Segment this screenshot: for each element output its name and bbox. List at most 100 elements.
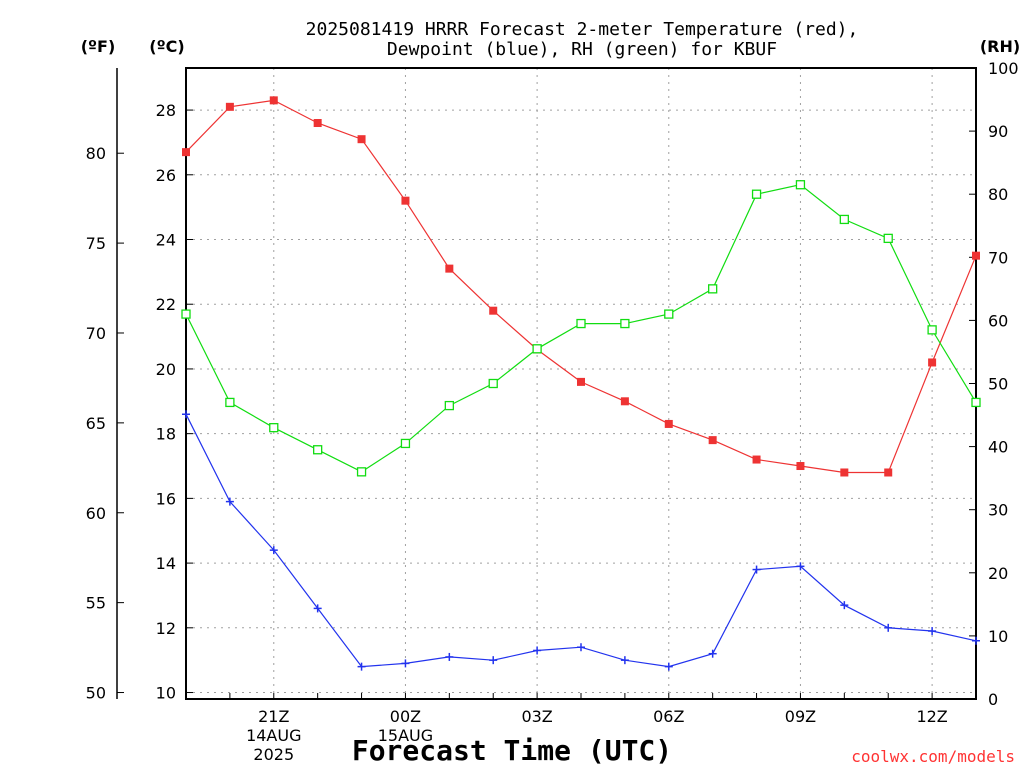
rh-point [488, 378, 498, 389]
x-tick-label: 21Z [258, 707, 289, 726]
dewpoint-point [357, 662, 366, 671]
rh-point [664, 309, 674, 319]
rh-point [444, 400, 454, 411]
temperature-point [840, 468, 849, 477]
rh-point [620, 318, 630, 329]
temperature-point [269, 96, 278, 105]
x-tick-label: 06Z [653, 707, 684, 726]
celsius-tick-label: 12 [156, 619, 176, 638]
dewpoint-point [972, 636, 980, 645]
rh-point [971, 397, 981, 408]
rh-tick-label: 0 [988, 690, 998, 709]
rh-point [708, 284, 718, 294]
dewpoint-point [225, 497, 234, 506]
dewpoint-point [840, 601, 849, 610]
rh-point [532, 344, 542, 354]
fahrenheit-tick-label: 65 [86, 414, 106, 433]
rh-tick-label: 100 [988, 59, 1019, 78]
temperature-point [577, 377, 585, 386]
celsius-tick-label: 24 [156, 231, 176, 250]
temperature-point [182, 148, 190, 157]
celsius-tick-label: 20 [156, 360, 176, 379]
temperature-line [185, 99, 977, 474]
dewpoint-point [752, 565, 761, 574]
fahrenheit-tick-label: 60 [86, 504, 106, 523]
rh-point [181, 309, 191, 319]
rh-tick-label: 80 [988, 185, 1008, 204]
fahrenheit-tick-label: 55 [86, 594, 106, 613]
temperature-point [445, 264, 454, 273]
tick-labels: 10 12 14 16 18 20 22 24 26 28 50 55 60 65 70 75 80 0 10 20 3… [86, 59, 1019, 764]
dewpoint-point [664, 662, 673, 671]
credit-text: coolwx.com/models [851, 747, 1015, 766]
rh-tick-label: 30 [988, 501, 1008, 520]
rh-point [225, 397, 235, 408]
grid-lines [186, 68, 976, 699]
celsius-tick-label: 22 [156, 295, 176, 314]
x-tick-label: 14AUG [246, 726, 301, 745]
rh-point [576, 318, 586, 329]
rh-tick-label: 70 [988, 248, 1008, 267]
fahrenheit-unit-label: (ºF) [81, 37, 116, 56]
temperature-point [752, 455, 761, 464]
temperature-point [972, 251, 980, 260]
data-series [181, 96, 981, 671]
dewpoint-point [313, 604, 322, 613]
rh-point [400, 438, 411, 449]
celsius-unit-label: (ºC) [149, 37, 184, 56]
celsius-tick-label: 14 [156, 554, 176, 573]
dewpoint-point [928, 627, 937, 636]
dewpoint-point [620, 656, 629, 665]
celsius-tick-label: 28 [156, 101, 176, 120]
rh-point [883, 233, 893, 244]
temperature-point [664, 419, 673, 428]
dewpoint-point [708, 649, 717, 658]
fahrenheit-tick-label: 75 [86, 234, 106, 253]
rh-line [185, 184, 977, 473]
rh-point [269, 423, 279, 433]
rh-point [313, 445, 323, 455]
rh-unit-label: (RH) [980, 37, 1020, 56]
x-tick-label: 09Z [785, 707, 816, 726]
temperature-point [708, 436, 717, 445]
axes [116, 67, 977, 700]
temperature-point [796, 462, 805, 471]
x-tick-label: 00Z [390, 707, 421, 726]
rh-point [356, 467, 367, 477]
fahrenheit-tick-label: 70 [86, 324, 106, 343]
rh-point [839, 214, 849, 225]
celsius-tick-label: 10 [156, 684, 176, 703]
rh-tick-label: 50 [988, 375, 1008, 394]
temperature-point [620, 397, 629, 406]
temperature-point [357, 135, 366, 144]
fahrenheit-tick-label: 50 [86, 684, 106, 703]
temperature-point [225, 102, 234, 111]
x-tick-label: 15AUG [378, 726, 433, 745]
x-axis-title: Forecast Time (UTC) [352, 734, 672, 767]
dewpoint-point [182, 410, 190, 419]
dewpoint-point [269, 546, 278, 555]
rh-tick-label: 60 [988, 311, 1008, 330]
dewpoint-line [185, 413, 977, 668]
x-tick-label: 03Z [521, 707, 552, 726]
rh-tick-label: 90 [988, 122, 1008, 141]
celsius-tick-label: 18 [156, 425, 176, 444]
dewpoint-point [533, 646, 542, 655]
temperature-point [884, 468, 893, 477]
dewpoint-point [489, 656, 498, 665]
dewpoint-point [401, 659, 410, 668]
dewpoint-point [884, 623, 893, 632]
temperature-point [489, 306, 498, 315]
rh-tick-label: 20 [988, 564, 1008, 583]
celsius-tick-label: 26 [156, 166, 176, 185]
celsius-tick-label: 16 [156, 489, 176, 508]
temperature-point [401, 196, 410, 205]
chart-title-line2: Dewpoint (blue), RH (green) for KBUF [387, 39, 777, 60]
x-tick-label: 2025 [253, 745, 294, 764]
fahrenheit-tick-label: 80 [86, 144, 106, 163]
rh-tick-label: 40 [988, 438, 1008, 457]
dewpoint-point [445, 652, 454, 661]
rh-point [751, 189, 762, 199]
temperature-point [313, 119, 322, 128]
